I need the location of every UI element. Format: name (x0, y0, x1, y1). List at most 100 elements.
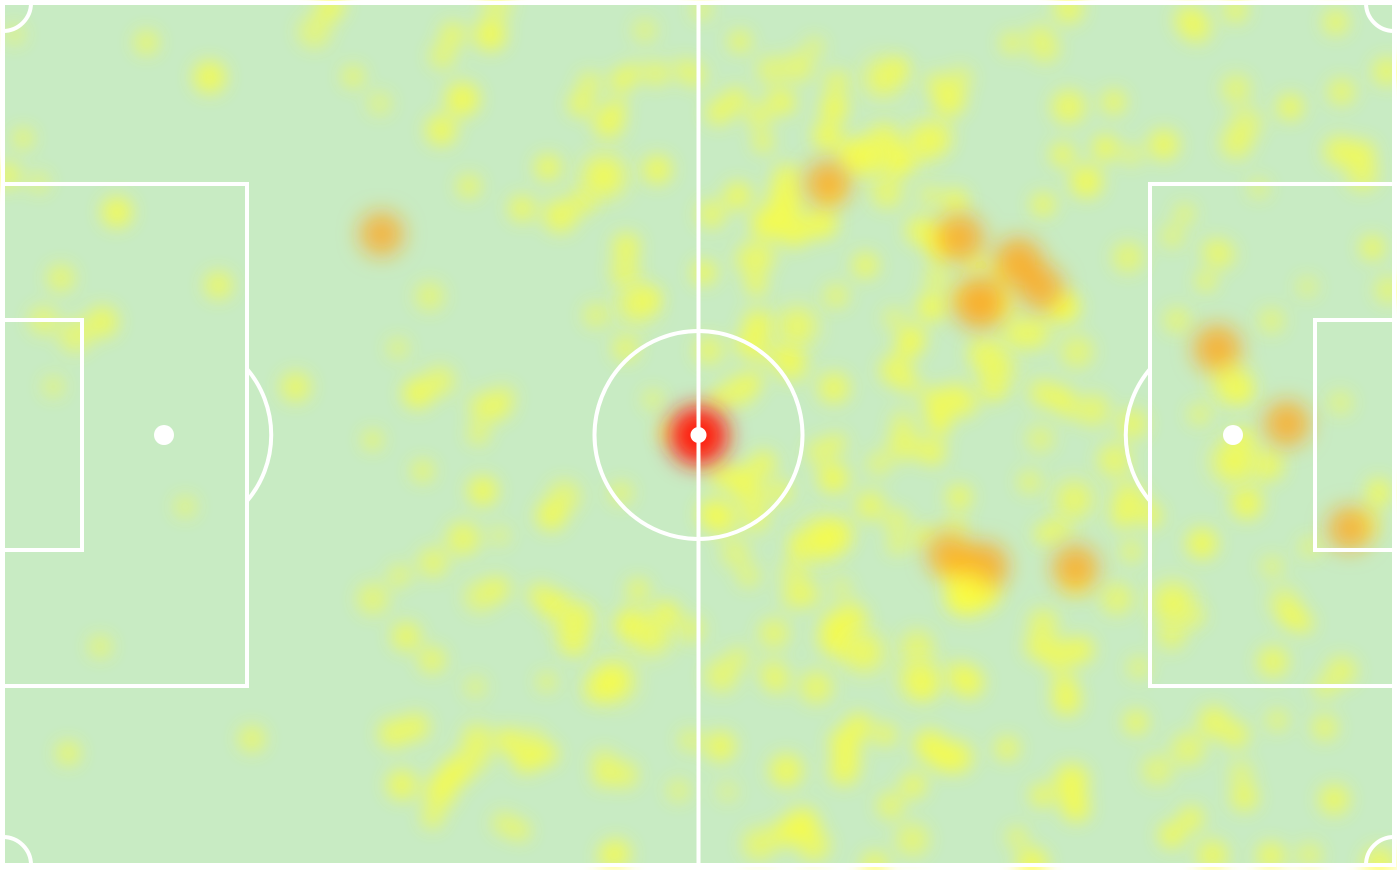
density-blob (776, 349, 809, 383)
density-blob (1186, 528, 1218, 559)
density-blob (1268, 587, 1300, 618)
density-blob (624, 62, 643, 81)
density-blob (1277, 94, 1303, 120)
density-blob (953, 667, 984, 698)
right-penalty-spot (1223, 425, 1243, 445)
density-blob (818, 372, 850, 404)
density-blob (610, 761, 638, 789)
right-goal-area (1313, 318, 1396, 552)
density-blob (386, 769, 417, 800)
density-blob (754, 247, 777, 269)
density-blob (1026, 425, 1054, 453)
centre-spot (690, 427, 707, 443)
hotspot (1193, 325, 1241, 373)
density-blob (342, 66, 364, 87)
density-blob (134, 30, 159, 55)
density-blob (883, 144, 916, 177)
density-blob (932, 83, 966, 117)
hotspot (805, 160, 851, 206)
density-blob (821, 611, 848, 639)
density-blob (457, 174, 481, 198)
density-blob (600, 839, 631, 869)
density-blob (1100, 582, 1133, 615)
density-blob (534, 742, 558, 766)
density-blob (583, 302, 609, 328)
density-blob (783, 51, 814, 83)
density-blob (610, 256, 640, 287)
density-blob (1031, 192, 1055, 217)
density-blob (468, 476, 498, 506)
hotspot (1212, 440, 1256, 483)
density-blob (1188, 404, 1210, 426)
density-blob (591, 749, 617, 776)
hotspot (864, 59, 903, 97)
density-blob (918, 438, 946, 466)
density-blob (1231, 487, 1263, 519)
density-blob (1230, 783, 1259, 811)
density-blob (593, 767, 614, 788)
corner-arc-top-right (1364, 2, 1395, 33)
density-blob (855, 490, 885, 521)
density-blob (1025, 633, 1051, 660)
density-blob (705, 731, 736, 762)
density-blob (757, 55, 786, 84)
density-blob (458, 740, 491, 773)
density-blob (424, 777, 456, 810)
density-blob (742, 827, 776, 861)
density-blob (900, 629, 934, 663)
density-blob (174, 496, 196, 518)
pitch-spots (154, 425, 1243, 445)
density-blob (1156, 620, 1187, 651)
density-blob (43, 376, 64, 397)
density-blob (569, 187, 598, 215)
density-blob (418, 547, 448, 578)
density-blob (871, 176, 904, 209)
density-blob (737, 565, 760, 588)
density-blob (1052, 686, 1082, 716)
density-blob (1181, 13, 1213, 44)
density-blob (705, 99, 732, 126)
density-blob (919, 185, 940, 206)
density-blob (1161, 225, 1184, 248)
left-goal-area (1, 318, 84, 552)
density-blob (297, 15, 331, 49)
density-blob (820, 93, 849, 122)
density-blob (522, 728, 544, 749)
density-blob (1112, 242, 1144, 273)
density-blob (1070, 165, 1103, 198)
hotspot (1017, 264, 1064, 311)
density-blob (89, 636, 111, 658)
density-blob (1223, 0, 1248, 23)
hotspot (980, 350, 1015, 385)
hotspot (618, 285, 657, 323)
density-blob (942, 188, 968, 214)
left-penalty-arc (245, 367, 274, 503)
hotspot (799, 518, 843, 562)
density-blob (440, 22, 466, 47)
density-blob (1324, 135, 1355, 167)
density-blob (578, 72, 601, 94)
hotspot-layer (359, 59, 1372, 702)
density-blob (495, 727, 522, 754)
density-blob (1028, 608, 1058, 639)
density-blob (785, 807, 820, 841)
density-blob (204, 271, 232, 299)
density-blob (1142, 755, 1173, 786)
density-blob (743, 309, 773, 340)
density-blob (401, 713, 430, 741)
density-blob (1051, 90, 1086, 124)
density-blob (832, 578, 851, 597)
density-blob (389, 565, 410, 586)
density-blob (683, 63, 707, 87)
density-blob (1258, 308, 1284, 334)
density-blob (1124, 710, 1148, 734)
density-blob (1297, 843, 1322, 868)
density-blob (1120, 540, 1142, 562)
density-blob (425, 114, 457, 146)
density-blob (824, 283, 849, 308)
density-blob (667, 779, 690, 802)
density-blob (445, 82, 480, 116)
hotspot (1152, 582, 1194, 624)
density-blob (812, 121, 842, 151)
